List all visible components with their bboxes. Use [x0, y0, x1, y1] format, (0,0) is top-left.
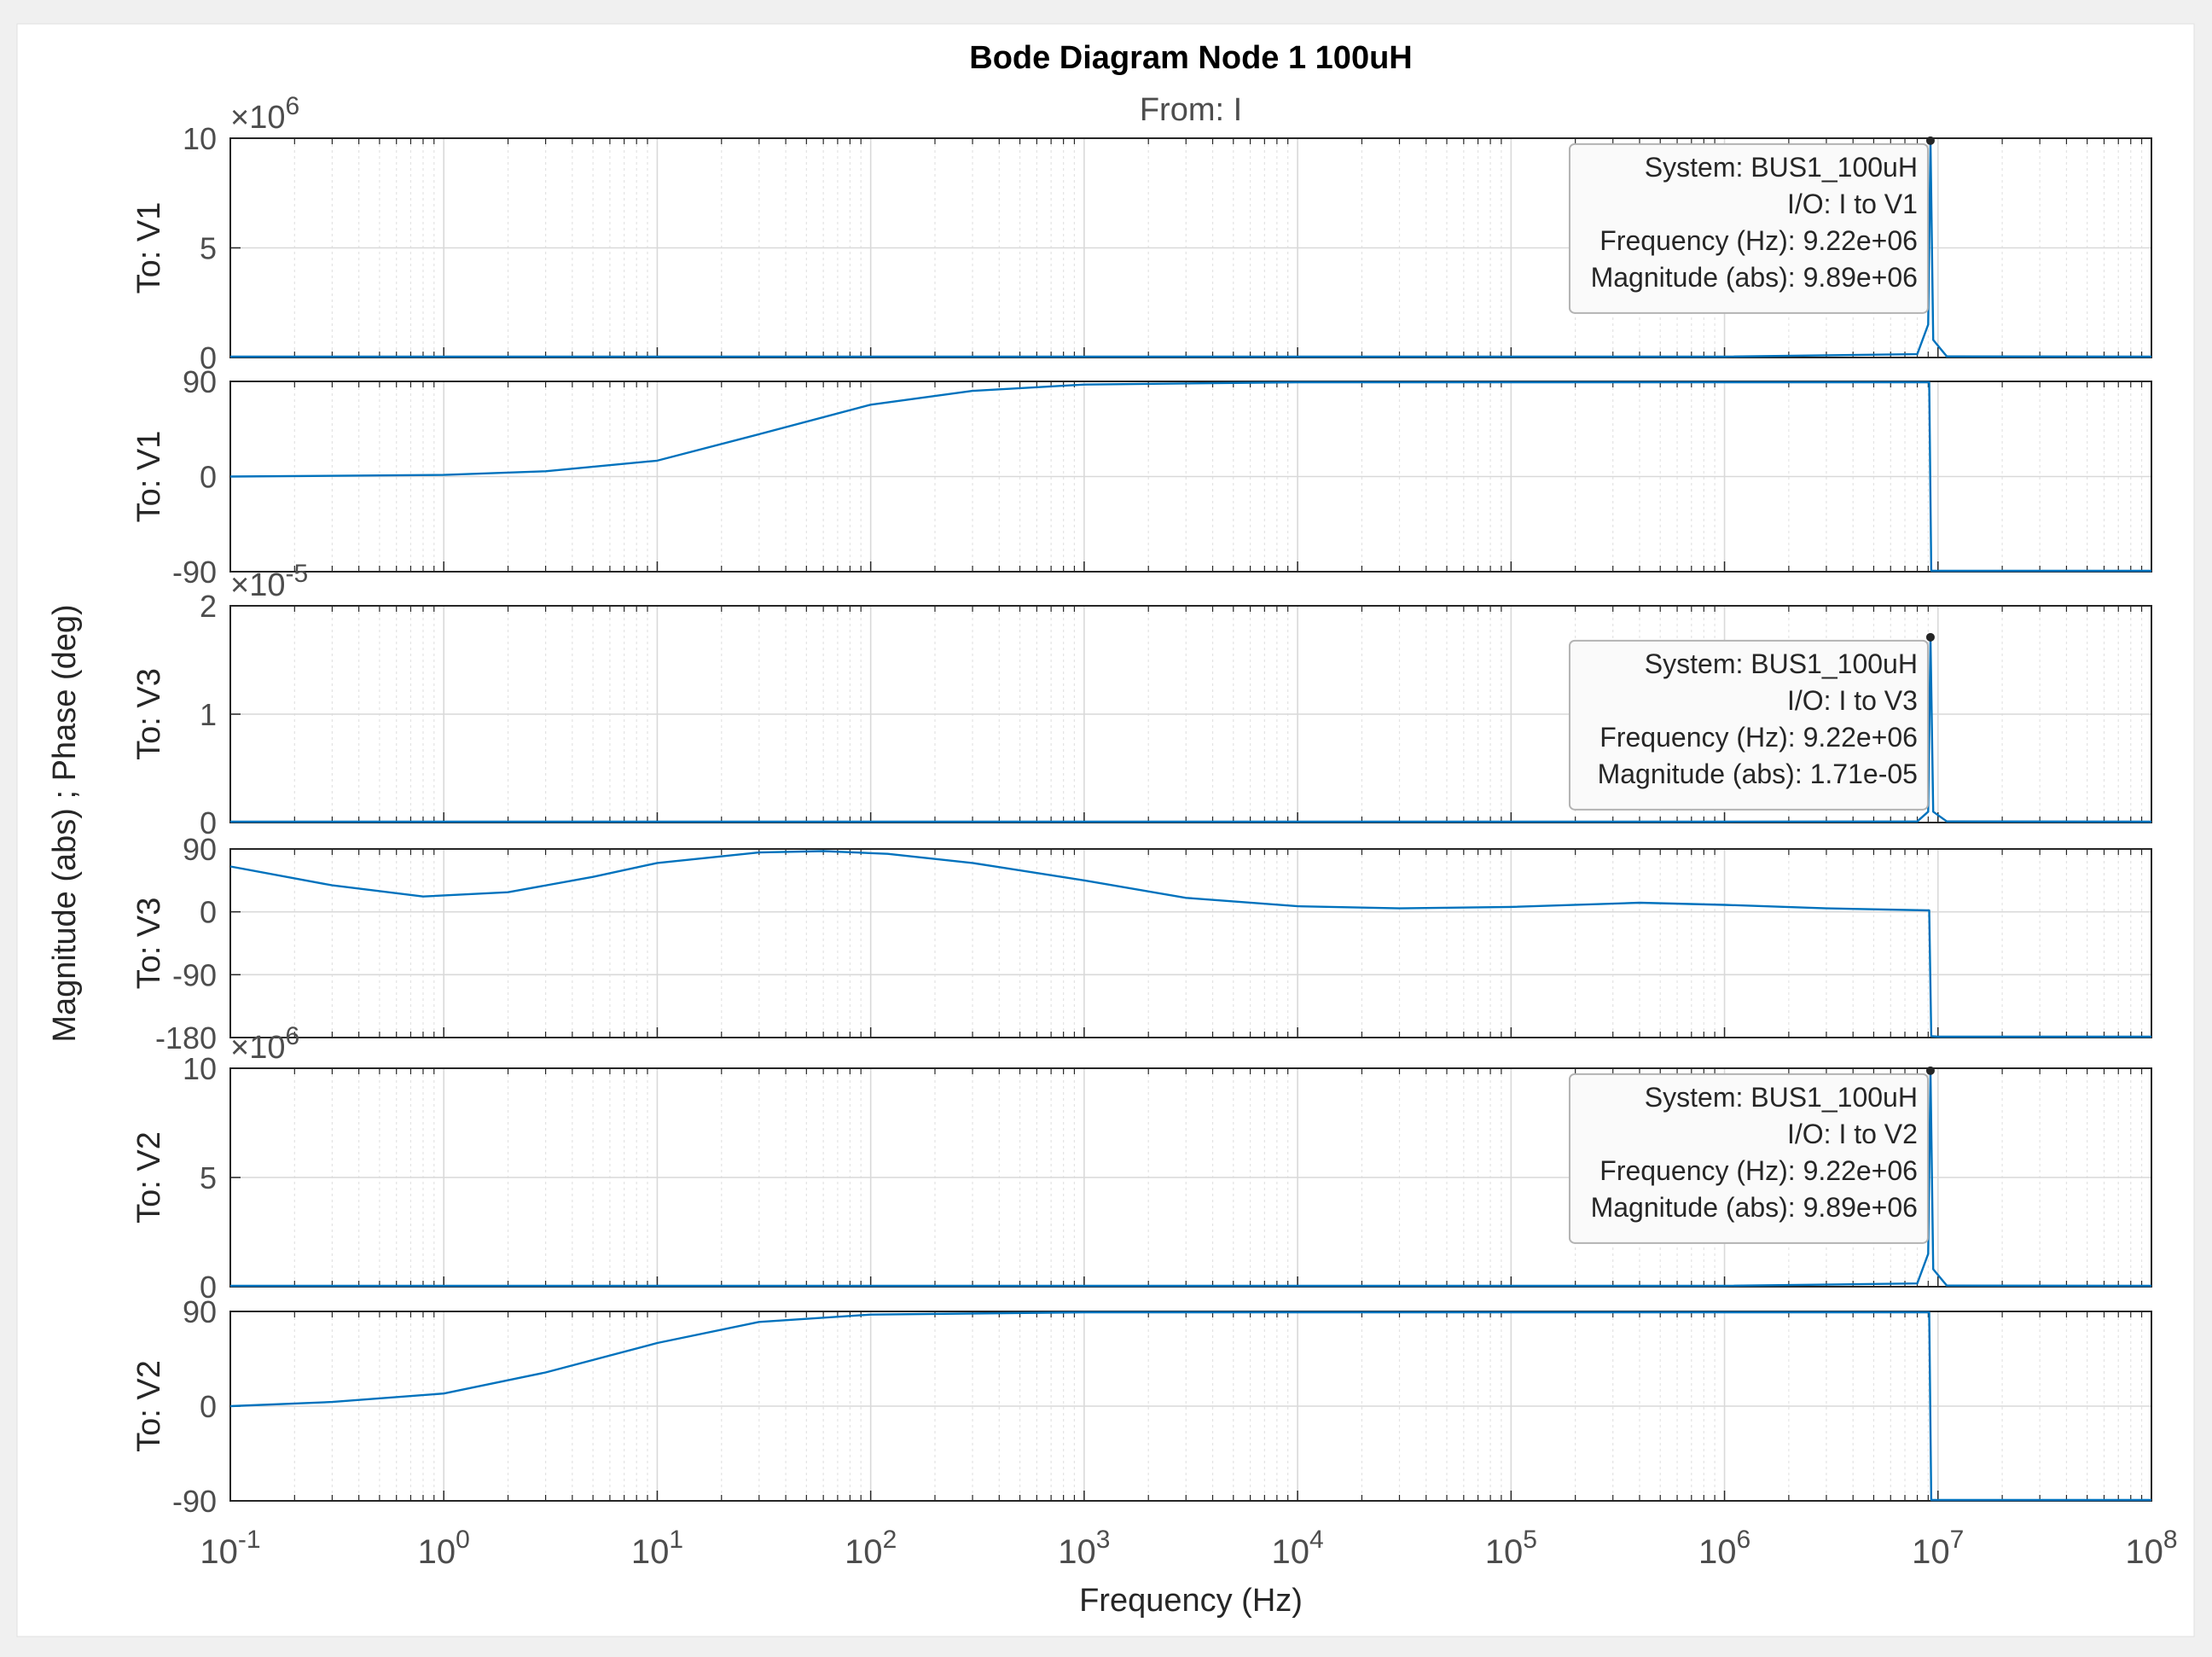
- panel-label: To: V2: [131, 1360, 167, 1452]
- y-tick-label: -90: [172, 1484, 217, 1519]
- y-tick-label: 1: [200, 697, 217, 732]
- y-tick-label: 5: [200, 231, 217, 266]
- x-tick-label: 106: [1698, 1526, 1750, 1571]
- y-exponent: ×106: [230, 92, 299, 136]
- y-tick-label: 90: [183, 1294, 217, 1329]
- datatip-line: System: BUS1_100uH: [1645, 1082, 1918, 1113]
- y-tick-label: 5: [200, 1160, 217, 1195]
- datatip-box: [1568, 1073, 1929, 1244]
- y-tick-label: 90: [183, 832, 217, 867]
- datatip-line: Frequency (Hz): 9.22e+06: [1599, 225, 1918, 256]
- chart-title: Bode Diagram Node 1 100uH: [969, 40, 1412, 76]
- datatip-line: Magnitude (abs): 9.89e+06: [1591, 262, 1918, 293]
- y-tick-label: 0: [200, 460, 217, 495]
- datatip-line: Magnitude (abs): 1.71e-05: [1598, 759, 1918, 789]
- datatip-line: I/O: I to V2: [1787, 1119, 1918, 1149]
- y-tick-label: 0: [200, 1389, 217, 1424]
- series-line: [230, 636, 2152, 823]
- panel-label: To: V3: [131, 898, 167, 990]
- panel-label: To: V1: [131, 431, 167, 523]
- x-tick-labels: 10-1 100 101 102 103 104 105 106 107 108: [200, 1526, 2177, 1571]
- x-axis-label: Frequency (Hz): [1079, 1583, 1303, 1619]
- y-tick-label: -90: [172, 555, 217, 590]
- datatip-line: Magnitude (abs): 9.89e+06: [1591, 1192, 1918, 1223]
- datatip-line: I/O: I to V3: [1787, 685, 1918, 716]
- y-tick-label: 0: [200, 340, 217, 375]
- series-line: [229, 1311, 2151, 1502]
- panel-label: To: V3: [131, 668, 167, 760]
- datatip-box: [1568, 142, 1929, 314]
- datatip-marker: [1925, 632, 1935, 642]
- chart-subtitle: From: I: [1140, 92, 1242, 128]
- series-line: [229, 381, 2151, 573]
- series-line: [229, 850, 2151, 1038]
- y-tick-label: 90: [183, 364, 217, 399]
- series-line: [230, 1069, 2152, 1288]
- datatip-line: I/O: I to V1: [1787, 189, 1918, 219]
- y-tick-label: 10: [183, 1051, 217, 1086]
- y-tick-label: 0: [200, 805, 217, 840]
- datatip-line: Frequency (Hz): 9.22e+06: [1599, 1155, 1918, 1186]
- panel-label: To: V2: [131, 1131, 167, 1224]
- datatip-line: System: BUS1_100uH: [1645, 152, 1918, 183]
- y-tick-label: 0: [200, 895, 217, 930]
- panel-6-phase: -90 0 90 To: V2: [131, 1294, 2152, 1519]
- datatip-line: System: BUS1_100uH: [1645, 648, 1918, 679]
- y-tick-label: 2: [200, 589, 217, 624]
- datatip-marker: [1925, 1066, 1935, 1075]
- y-tick-label: 0: [200, 1270, 217, 1305]
- panel-2-phase: -90 0 90 To: V1: [131, 364, 2152, 590]
- y-tick-label: -90: [172, 957, 217, 992]
- y-tick-label: 10: [183, 121, 217, 156]
- y-tick-label: -180: [155, 1020, 217, 1055]
- series-line: [230, 139, 2152, 358]
- datatip-line: Frequency (Hz): 9.22e+06: [1599, 722, 1918, 753]
- panel-1-magnitude: 0 5 10 To: V1 ×106 System: BUS1_100uH I/O: I t…: [131, 92, 2152, 375]
- axes-frame: [229, 848, 2152, 1038]
- datatip-marker: [1925, 136, 1935, 145]
- panel-label: To: V1: [131, 202, 167, 294]
- x-tick-label: 103: [1058, 1526, 1110, 1571]
- plot-area: [230, 849, 2151, 1038]
- datatip-box: [1568, 639, 1929, 811]
- y-axis-label: Magnitude (abs) ; Phase (deg): [47, 604, 83, 1042]
- panel-4-phase: -180 -90 0 90 To: V3: [131, 832, 2152, 1055]
